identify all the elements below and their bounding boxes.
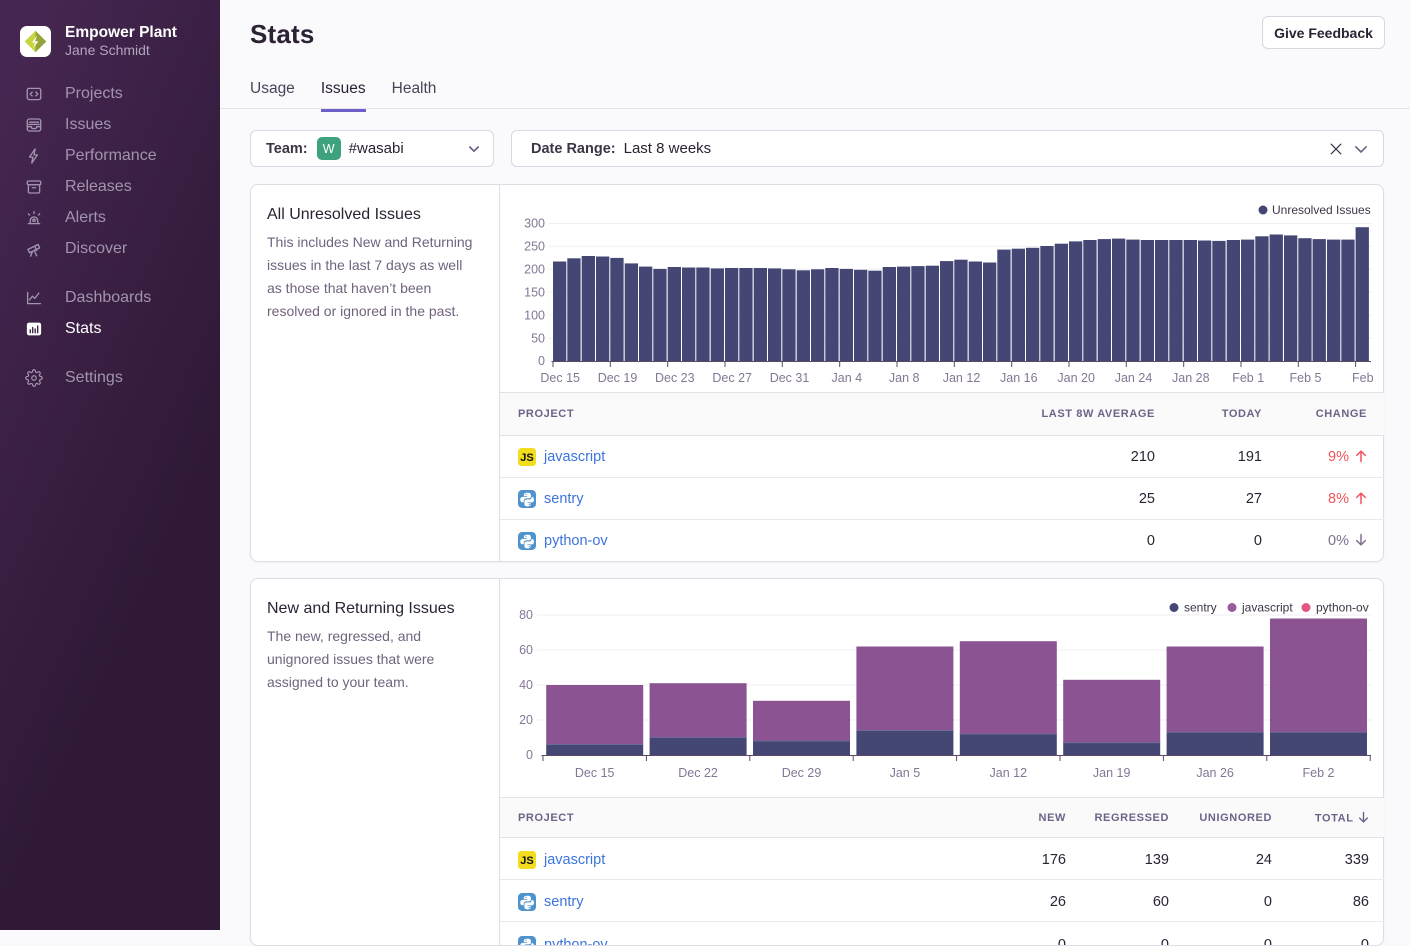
- svg-text:300: 300: [524, 217, 545, 231]
- svg-text:50: 50: [531, 331, 545, 345]
- svg-text:200: 200: [524, 263, 545, 277]
- svg-text:Jan 16: Jan 16: [1000, 371, 1038, 385]
- svg-text:Jan 28: Jan 28: [1172, 371, 1210, 385]
- svg-text:javascript: javascript: [1241, 601, 1293, 615]
- svg-text:Unresolved Issues: Unresolved Issues: [1272, 203, 1371, 217]
- svg-text:Jan 20: Jan 20: [1057, 371, 1095, 385]
- svg-text:100: 100: [524, 308, 545, 322]
- svg-text:Dec 15: Dec 15: [540, 371, 580, 385]
- svg-text:JS: JS: [520, 452, 533, 464]
- svg-text:Dec 29: Dec 29: [782, 766, 822, 780]
- svg-text:Jan 8: Jan 8: [889, 371, 920, 385]
- svg-text:Dec 15: Dec 15: [575, 766, 615, 780]
- svg-text:80: 80: [519, 608, 533, 622]
- svg-text:250: 250: [524, 240, 545, 254]
- svg-text:Feb: Feb: [1352, 371, 1374, 385]
- svg-text:0: 0: [526, 748, 533, 762]
- svg-text:Jan 4: Jan 4: [832, 371, 863, 385]
- svg-text:Dec 19: Dec 19: [598, 371, 638, 385]
- svg-text:Feb 1: Feb 1: [1232, 371, 1264, 385]
- svg-text:60: 60: [519, 643, 533, 657]
- svg-text:Jan 24: Jan 24: [1115, 371, 1153, 385]
- svg-text:Jan 19: Jan 19: [1093, 766, 1131, 780]
- svg-text:Dec 27: Dec 27: [712, 371, 752, 385]
- svg-text:Feb 5: Feb 5: [1290, 371, 1322, 385]
- svg-text:Dec 22: Dec 22: [678, 766, 718, 780]
- svg-text:Jan 5: Jan 5: [890, 766, 921, 780]
- svg-text:Feb 2: Feb 2: [1303, 766, 1335, 780]
- svg-text:20: 20: [519, 713, 533, 727]
- svg-text:python-ov: python-ov: [1316, 601, 1369, 615]
- svg-text:Jan 12: Jan 12: [990, 766, 1028, 780]
- svg-text:Jan 12: Jan 12: [943, 371, 981, 385]
- svg-text:150: 150: [524, 286, 545, 300]
- svg-text:JS: JS: [520, 855, 533, 867]
- svg-text:Dec 23: Dec 23: [655, 371, 695, 385]
- svg-text:sentry: sentry: [1184, 601, 1217, 615]
- svg-text:40: 40: [519, 678, 533, 692]
- svg-text:0: 0: [538, 354, 545, 368]
- svg-text:Dec 31: Dec 31: [770, 371, 810, 385]
- svg-text:Jan 26: Jan 26: [1196, 766, 1234, 780]
